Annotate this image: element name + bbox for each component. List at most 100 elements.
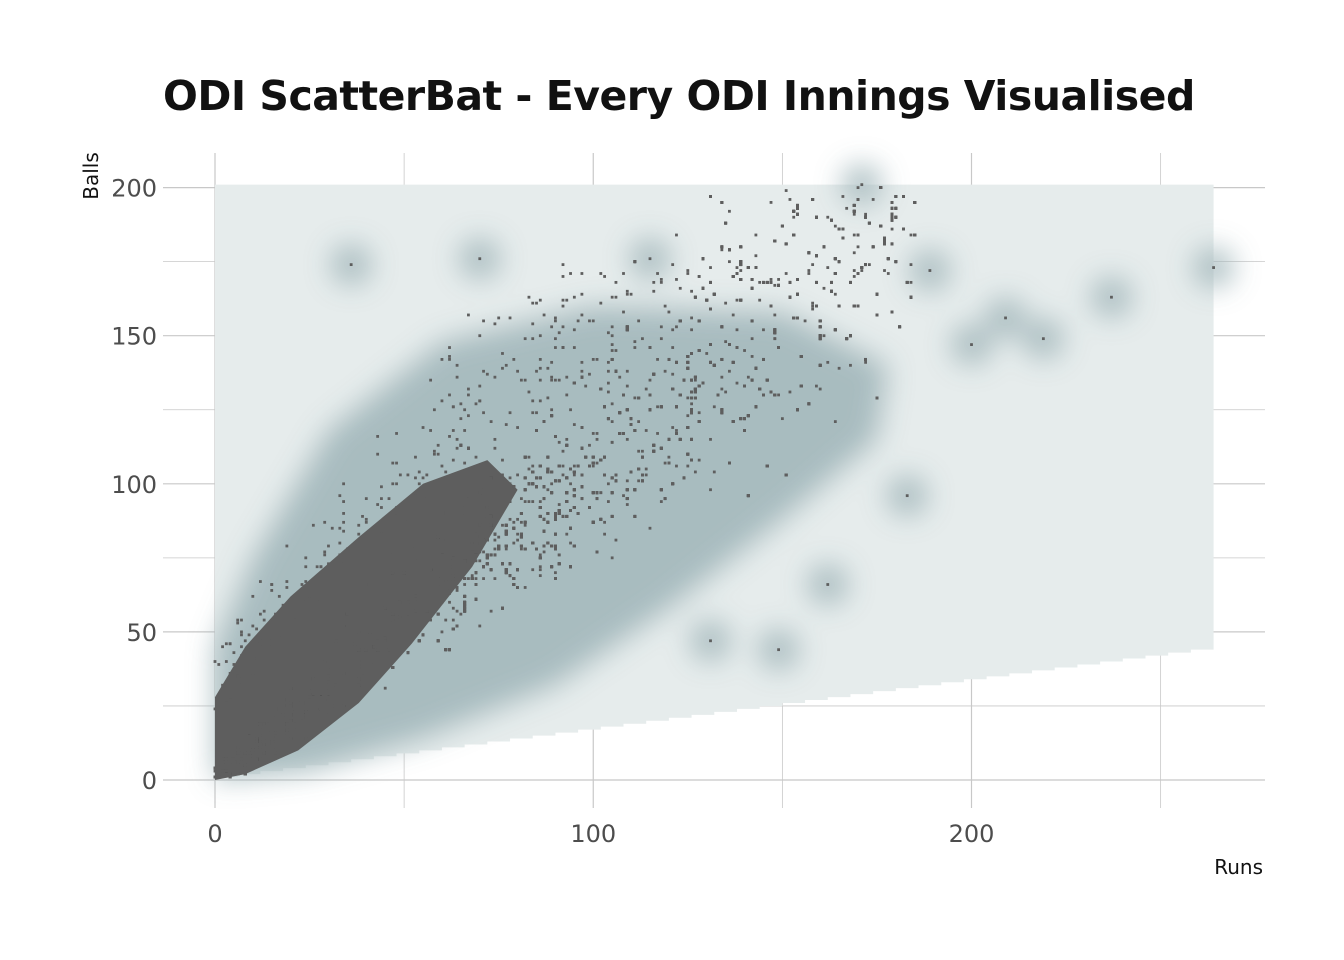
data-point — [523, 500, 527, 503]
data-point — [750, 337, 754, 341]
data-point — [542, 550, 546, 554]
data-point — [345, 671, 349, 675]
data-point — [516, 538, 519, 542]
data-point — [637, 449, 641, 453]
data-point — [395, 612, 398, 616]
data-point — [728, 369, 731, 373]
data-point — [622, 310, 625, 314]
data-point — [811, 307, 815, 311]
data-point — [826, 266, 830, 269]
data-point — [478, 550, 482, 554]
data-point — [474, 538, 478, 542]
data-point — [478, 559, 482, 563]
data-point — [417, 618, 421, 622]
data-point — [792, 215, 796, 219]
data-point — [459, 612, 463, 616]
data-point — [883, 269, 886, 272]
data-point — [429, 618, 433, 622]
data-point — [527, 467, 531, 471]
data-point — [675, 464, 678, 468]
data-point — [572, 473, 576, 477]
data-point — [595, 461, 599, 465]
data-point — [591, 432, 595, 435]
data-point — [508, 476, 512, 480]
data-point — [690, 316, 693, 320]
data-point — [822, 286, 826, 290]
data-point — [455, 609, 459, 613]
data-point — [508, 517, 512, 521]
data-point — [667, 455, 671, 459]
data-point — [671, 426, 675, 429]
data-point — [330, 654, 334, 657]
data-point — [750, 355, 754, 358]
data-point — [516, 517, 519, 521]
data-point — [841, 195, 845, 198]
data-point — [508, 482, 512, 486]
data-point — [402, 615, 406, 619]
data-point — [675, 278, 678, 281]
data-point — [807, 272, 811, 275]
data-point — [784, 272, 788, 275]
data-point — [659, 500, 663, 503]
data-point — [255, 731, 259, 735]
data-point — [519, 497, 523, 501]
data-point — [648, 378, 652, 382]
data-point — [754, 254, 758, 258]
data-point — [467, 577, 470, 580]
data-point — [444, 618, 448, 622]
data-point — [251, 737, 255, 740]
data-point — [735, 298, 739, 302]
data-point — [610, 343, 614, 346]
data-point — [470, 550, 474, 554]
data-point — [519, 520, 523, 524]
data-point — [773, 337, 777, 341]
data-point — [538, 574, 542, 578]
data-point — [489, 609, 493, 613]
data-point — [531, 411, 535, 415]
data-point — [852, 212, 856, 216]
data-point — [743, 349, 746, 352]
data-point — [735, 381, 739, 385]
data-point — [837, 366, 841, 370]
data-point — [773, 313, 777, 317]
data-points — [213, 183, 1215, 780]
data-point — [675, 233, 678, 237]
data-point — [845, 206, 849, 210]
data-point — [754, 233, 758, 237]
data-point — [383, 686, 387, 690]
data-point — [277, 728, 281, 732]
data-point — [852, 251, 856, 255]
data-point — [569, 541, 572, 545]
data-point — [720, 375, 724, 379]
data-point — [357, 633, 361, 637]
data-point — [512, 541, 516, 545]
data-point — [856, 245, 860, 249]
data-point — [671, 372, 675, 376]
data-point — [285, 734, 289, 737]
data-point — [697, 411, 701, 415]
data-point — [448, 591, 451, 595]
data-point — [656, 432, 659, 435]
data-point — [557, 440, 561, 444]
data-point — [599, 491, 603, 495]
data-point — [266, 737, 270, 740]
data-point — [644, 387, 648, 391]
data-point — [728, 209, 731, 213]
data-point — [572, 464, 576, 468]
data-point — [289, 731, 293, 735]
data-point — [327, 671, 330, 675]
data-point — [565, 532, 569, 536]
data-point — [788, 390, 792, 394]
data-point — [228, 754, 232, 758]
data-point — [538, 568, 542, 572]
data-point — [376, 660, 380, 663]
data-point — [822, 334, 826, 338]
data-point — [603, 532, 606, 536]
data-point — [527, 500, 531, 503]
data-point — [262, 737, 266, 740]
data-point — [398, 645, 402, 649]
data-point — [724, 390, 728, 394]
data-point — [864, 212, 867, 216]
data-point — [546, 488, 550, 492]
